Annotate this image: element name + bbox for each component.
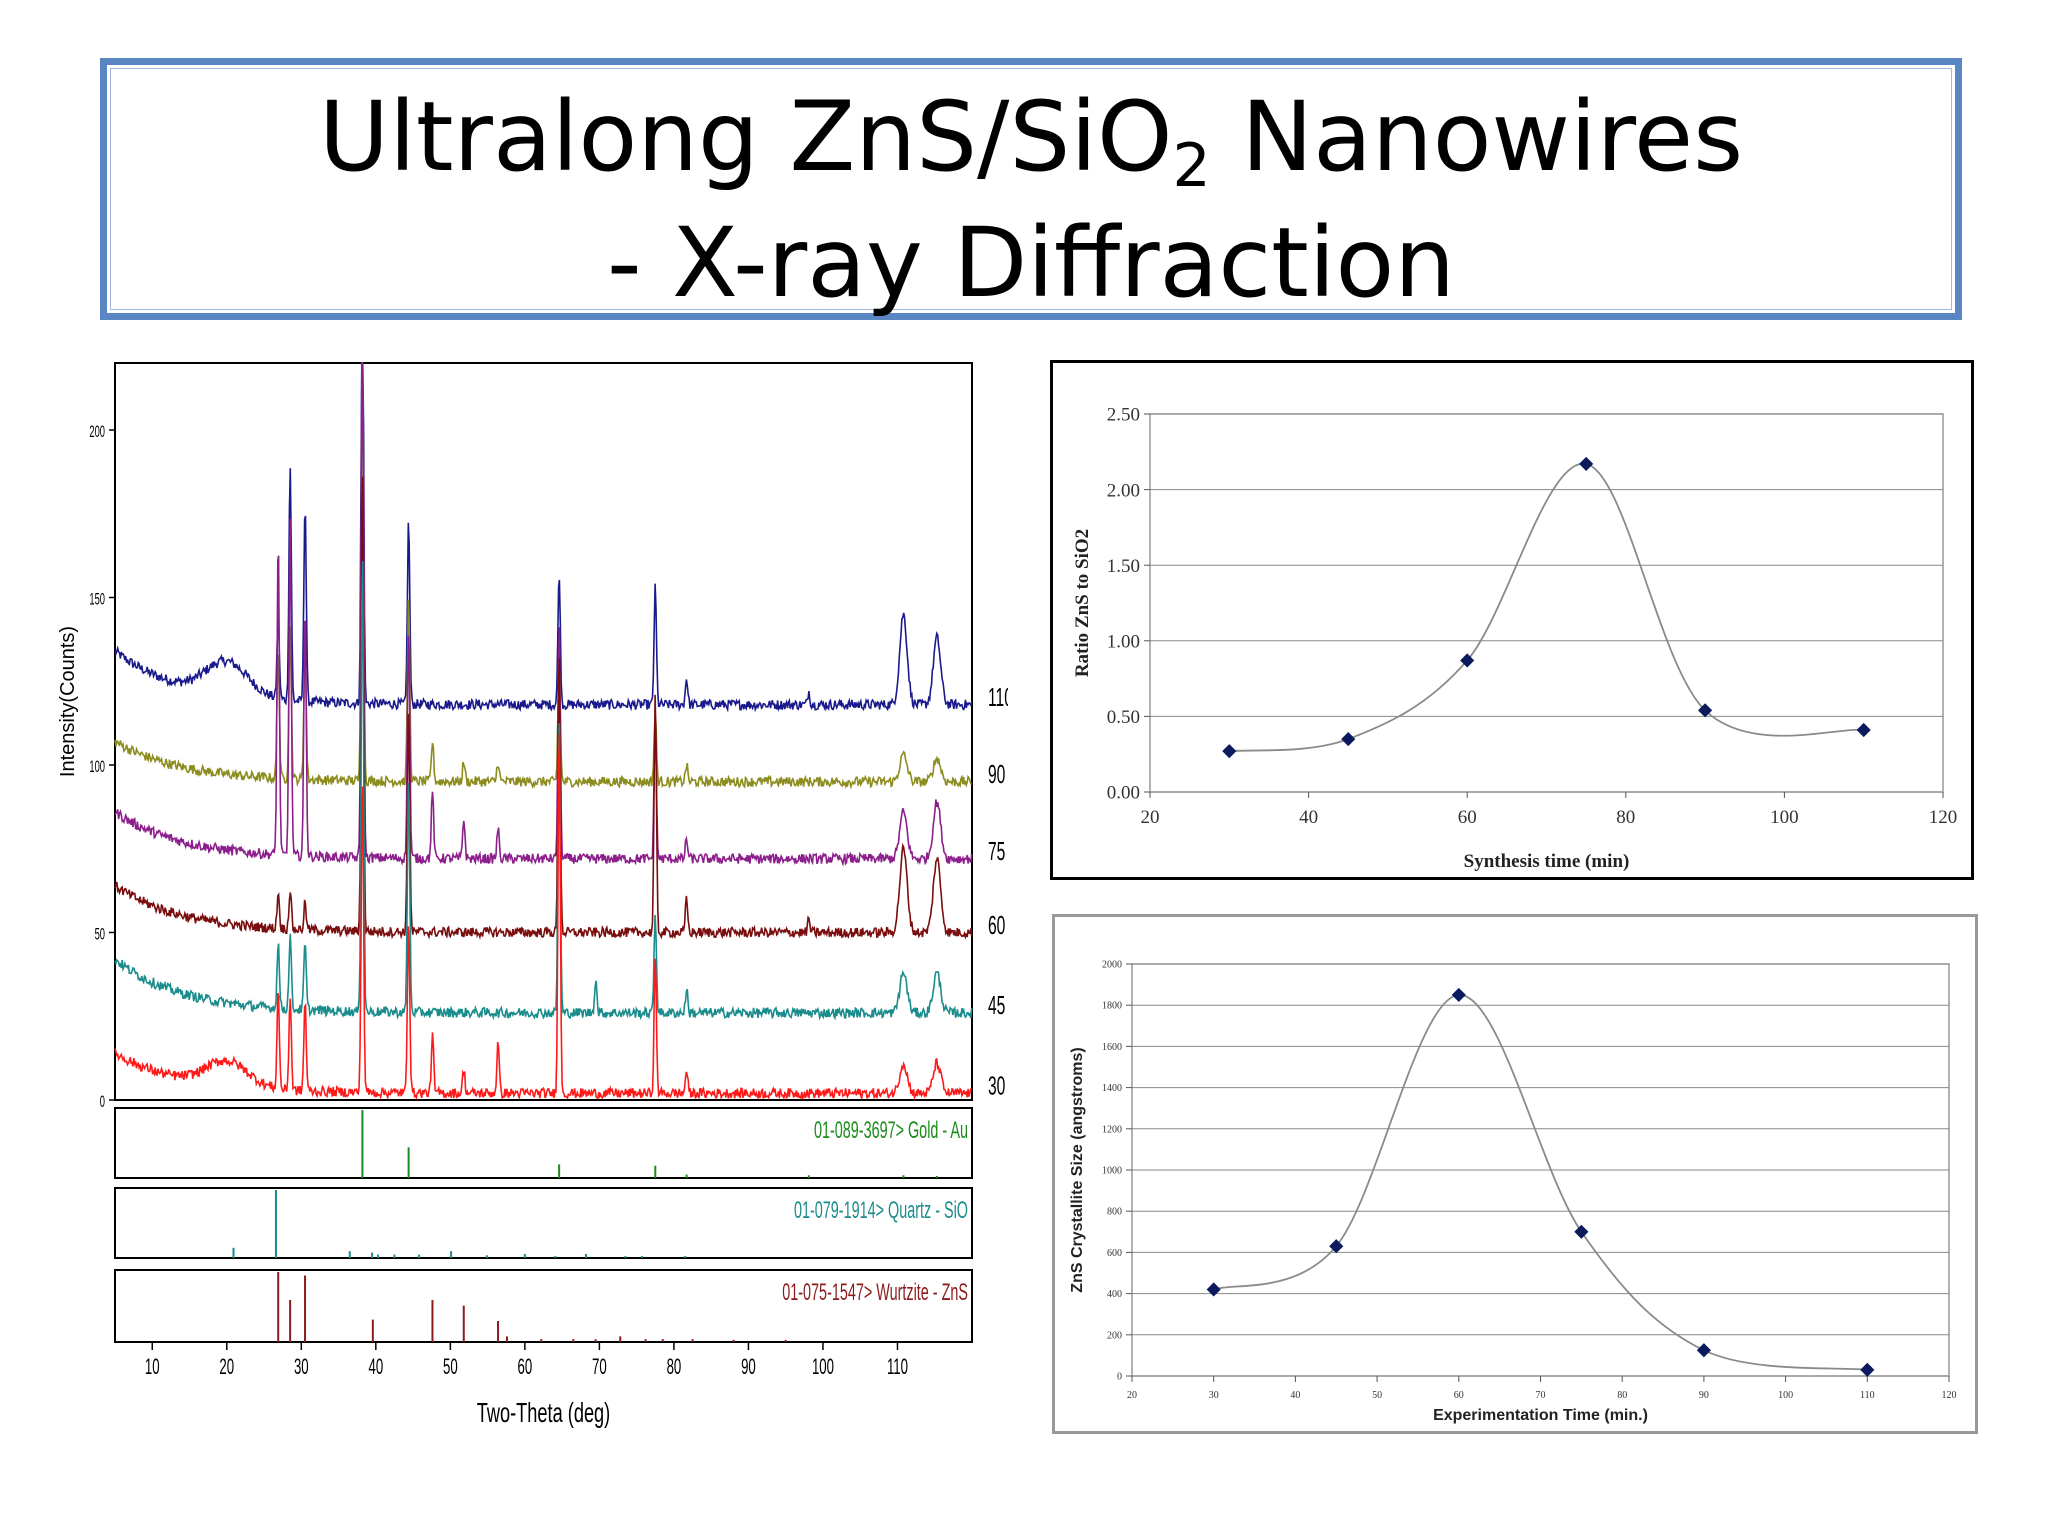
xrd-x-axis-label: Two-Theta (deg) — [477, 1398, 611, 1429]
size-x-tick-label: 70 — [1536, 1390, 1546, 1401]
slide-title-box: Ultralong ZnS/SiO2 Nanowires - X-ray Dif… — [100, 58, 1962, 320]
ratio-x-tick-label: 80 — [1616, 807, 1635, 828]
size-y-tick-label: 2000 — [1102, 960, 1122, 971]
size-x-tick-label: 110 — [1860, 1390, 1875, 1401]
ratio-y-tick-label: 0.50 — [1107, 707, 1140, 728]
ratio-chart: 0.00 0.50 1.00 1.50 2.00 2.50 20 40 60 80 100 120 Sy… — [1050, 360, 1974, 880]
ratio-x-axis-label: Synthesis time (min) — [1464, 851, 1630, 872]
size-data-point — [1696, 1343, 1711, 1358]
xrd-y-tick-label: 150 — [89, 590, 105, 609]
size-y-tick-label: 1000 — [1102, 1166, 1122, 1177]
ratio-y-tick-label: 1.50 — [1107, 556, 1140, 577]
size-y-tick-label: 1400 — [1102, 1083, 1122, 1094]
xrd-x-tick-label: 20 — [219, 1355, 234, 1379]
size-y-tick-label: 800 — [1107, 1207, 1122, 1218]
xrd-chart: 0 50 100 150 200 Intensity(Counts) 110 90 75 60 45… — [57, 362, 1008, 1429]
size-x-tick-label: 80 — [1617, 1390, 1627, 1401]
size-y-tick-label: 0 — [1117, 1372, 1122, 1383]
crystallite-size-chart: 0 200 400 600 800 1000 1200 1400 1600 1800 2000 20 3… — [1052, 914, 1978, 1434]
xrd-x-tick-label: 80 — [667, 1355, 682, 1379]
size-y-tick-label: 1200 — [1102, 1124, 1122, 1135]
title-line-2: - X-ray Diffraction — [606, 207, 1456, 319]
xrd-series-line-60 — [114, 476, 973, 940]
size-x-tick-label: 120 — [1942, 1390, 1957, 1401]
title-end-text: Nanowires — [1210, 81, 1744, 193]
ratio-data-point — [1341, 732, 1356, 747]
size-y-tick-label: 1800 — [1102, 1001, 1122, 1012]
ratio-x-tick-label: 120 — [1929, 807, 1958, 828]
xrd-x-tick-label: 40 — [368, 1355, 383, 1379]
xrd-series-line-45 — [114, 561, 973, 1021]
size-x-tick-label: 90 — [1699, 1390, 1709, 1401]
xrd-y-tick-label: 50 — [95, 925, 106, 944]
xrd-y-tick-label: 0 — [100, 1092, 105, 1111]
ratio-x-tick-label: 40 — [1299, 807, 1318, 828]
ratio-data-point — [1698, 703, 1713, 718]
xrd-series-line-90 — [114, 364, 972, 790]
xrd-y-axis-label: Intensity(Counts) — [57, 626, 79, 777]
size-x-tick-label: 60 — [1454, 1390, 1464, 1401]
size-y-tick-label: 600 — [1107, 1248, 1122, 1259]
size-y-tick-label: 1600 — [1102, 1042, 1122, 1053]
size-x-tick-label: 20 — [1127, 1390, 1137, 1401]
xrd-reference-panel — [114, 1269, 973, 1343]
xrd-series-line-30 — [114, 733, 973, 1101]
xrd-series-label: 110 — [988, 683, 1008, 712]
size-data-point — [1329, 1239, 1344, 1254]
ratio-y-tick-label: 1.00 — [1107, 631, 1140, 652]
size-x-tick-label: 40 — [1290, 1390, 1300, 1401]
title-subscript: 2 — [1172, 131, 1211, 201]
xrd-series-label: 60 — [988, 911, 1005, 940]
xrd-reference-label: 01-079-1914> Quartz - SiO — [794, 1197, 968, 1224]
xrd-plot-frame — [114, 362, 973, 1101]
xrd-x-tick-label: 30 — [294, 1355, 309, 1379]
ratio-x-tick-label: 20 — [1141, 807, 1160, 828]
ratio-y-axis-label: Ratio ZnS to SiO2 — [1072, 529, 1093, 677]
ratio-y-tick-label: 0.00 — [1107, 783, 1140, 804]
xrd-reference-label: 01-089-3697> Gold - Au — [814, 1117, 968, 1144]
ratio-y-tick-label: 2.50 — [1107, 405, 1140, 426]
ratio-x-tick-label: 100 — [1770, 807, 1799, 828]
xrd-x-tick-label: 50 — [443, 1355, 458, 1379]
size-x-tick-label: 100 — [1778, 1390, 1793, 1401]
xrd-x-tick-label: 70 — [592, 1355, 607, 1379]
xrd-x-tick-label: 90 — [741, 1355, 756, 1379]
title-main-text: Ultralong ZnS/SiO — [318, 81, 1173, 193]
ratio-x-tick-label: 60 — [1458, 807, 1477, 828]
xrd-reference-panel — [114, 1187, 973, 1259]
title-line-1: Ultralong ZnS/SiO2 Nanowires — [107, 89, 1955, 196]
size-y-tick-label: 400 — [1107, 1289, 1122, 1300]
size-x-tick-label: 30 — [1209, 1390, 1219, 1401]
ratio-y-tick-label: 2.00 — [1107, 480, 1140, 501]
ratio-plot-area — [1149, 413, 1944, 793]
xrd-x-tick-label: 10 — [145, 1355, 160, 1379]
xrd-series-line-75 — [114, 362, 973, 867]
xrd-series-label: 90 — [988, 760, 1005, 789]
xrd-x-tick-label: 100 — [812, 1355, 834, 1379]
ratio-data-point — [1579, 456, 1594, 471]
size-y-tick-label: 200 — [1107, 1330, 1122, 1341]
xrd-series-label: 30 — [988, 1072, 1005, 1101]
xrd-reference-label: 01-075-1547> Wurtzite - ZnS — [782, 1279, 968, 1306]
xrd-series-label: 75 — [988, 837, 1005, 866]
size-x-tick-label: 50 — [1372, 1390, 1382, 1401]
xrd-x-tick-label: 60 — [518, 1355, 533, 1379]
xrd-x-tick-label: 110 — [887, 1355, 908, 1379]
size-y-axis-label: ZnS Crystallite Size (angstroms) — [1069, 1047, 1086, 1292]
xrd-reference-panel — [114, 1107, 973, 1179]
xrd-y-tick-label: 200 — [89, 422, 105, 441]
xrd-series-line-110 — [114, 362, 973, 713]
xrd-y-tick-label: 100 — [89, 757, 105, 776]
size-x-axis-label: Experimentation Time (min.) — [1433, 1407, 1648, 1424]
xrd-series-label: 45 — [988, 991, 1005, 1020]
